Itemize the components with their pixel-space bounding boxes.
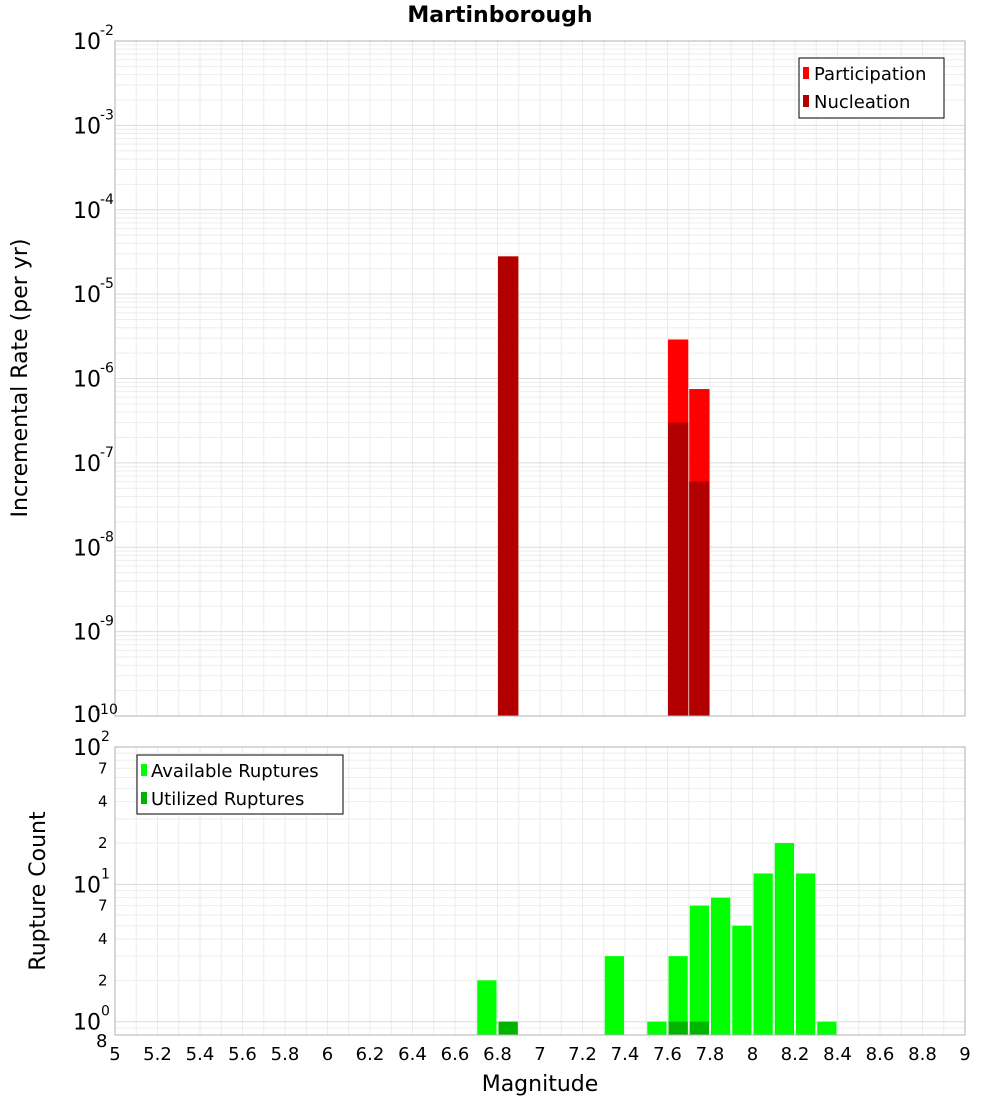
y-minor-tick-label: 7 [98,759,108,777]
x-tick-label: 5.6 [228,1044,257,1065]
y-tick-label: 10 [73,873,101,898]
legend-swatch-participation [803,67,809,79]
legend-swatch-nucleation [803,95,809,107]
x-tick-label: 6.2 [356,1044,385,1065]
bar-available [774,843,794,1035]
top-y-ticks: 10-210-310-410-510-610-710-810 -910-10 [73,23,118,728]
y-tick-label: 10 [73,536,101,561]
legend-swatch-available [141,764,147,776]
bottom-legend: Available Ruptures Utilized Ruptures [136,754,344,815]
x-tick-label: 7.8 [696,1044,725,1065]
bar-available [753,873,773,1035]
y-tick-exponent: -9 [100,614,114,630]
x-tick-label: 5.2 [143,1044,172,1065]
top-legend: Participation Nucleation [798,57,945,119]
legend-swatch-utilized [141,792,147,804]
x-tick-label: 7.6 [653,1044,682,1065]
y-tick-exponent: -7 [100,445,114,461]
x-tick-label: 6.8 [483,1044,512,1065]
bar-available [668,956,688,1035]
x-tick-label: 5 [109,1044,120,1065]
top-bars [498,256,710,716]
x-tick-label: 8.8 [908,1044,937,1065]
x-tick-label: 6 [322,1044,333,1065]
y-tick-label: 10 [73,621,101,646]
legend-label-participation: Participation [814,64,926,85]
bottom-bars [477,843,837,1035]
y-tick-exponent: 1 [101,866,110,882]
y-tick-label: 10 [73,703,101,728]
top-plot-frame [114,40,966,717]
bar-available [817,1021,837,1035]
bottom-plot-frame [114,746,966,1036]
bar-available [732,925,752,1035]
x-tick-label: 6.4 [398,1044,427,1065]
legend-label-nucleation: Nucleation [814,92,910,113]
x-tick-label: 8.4 [823,1044,852,1065]
bar-utilized [498,1021,518,1035]
x-tick-label: 7.4 [611,1044,640,1065]
chart-title: Martinborough [407,3,592,28]
bar-nucleation [689,481,710,716]
legend-label-available: Available Ruptures [151,761,319,782]
y-tick-exponent: -3 [100,107,114,123]
y-tick-exponent: 0 [101,1004,110,1020]
x-tick-label: 7.2 [568,1044,597,1065]
y-tick-label: 10 [73,199,101,224]
y-minor-tick-label: 4 [98,793,108,811]
y-minor-tick-label: 4 [98,930,108,948]
y-tick-label: 10 [73,368,101,393]
x-tick-label: 8 [747,1044,758,1065]
y-minor-tick-label: 2 [98,971,108,989]
y-minor-tick-label: 2 [98,834,108,852]
top-y-axis-label: Incremental Rate (per yr) [8,239,33,518]
y-tick-exponent: -2 [100,23,114,39]
y-tick-exponent: -6 [100,361,114,377]
y-tick-label: 10 [73,1011,101,1036]
y-tick-exponent: -10 [95,702,118,718]
bottom-y-axis-label: Rupture Count [26,811,51,971]
y-tick-label: 10 [73,30,101,55]
bar-nucleation [498,256,519,716]
y-minor-tick-label: 7 [98,897,108,915]
x-axis-label: Magnitude [482,1072,599,1097]
x-tick-label: 6.6 [441,1044,470,1065]
bar-available [477,980,497,1035]
bar-available [647,1021,667,1035]
bar-available [689,905,709,1035]
y-tick-label: 10 [73,736,101,761]
bar-available [604,956,624,1035]
x-ticks: 5 5.2 5.4 5.6 5.8 6 6.2 6.4 6.6 6.8 7 7.2 7.4 7.6 7.8 8… [109,1044,970,1065]
y-tick-label: 10 [73,283,101,308]
y-tick-label: 10 [73,114,101,139]
y-tick-label: 10 [73,452,101,477]
x-tick-label: 5.4 [186,1044,215,1065]
y-tick-exponent: -4 [100,192,114,208]
bar-utilized [689,1021,709,1035]
x-tick-label: 8.2 [781,1044,810,1065]
x-tick-label: 5.8 [271,1044,300,1065]
x-tick-label: 8.6 [866,1044,895,1065]
bar-nucleation [668,422,689,716]
legend-label-utilized: Utilized Ruptures [151,789,304,810]
x-tick-label: 9 [959,1044,970,1065]
y-minor-tick-label: 8 [96,1031,107,1052]
top-grid [114,41,966,717]
y-tick-exponent: 2 [101,729,110,745]
y-tick-exponent: -8 [100,529,114,545]
y-tick-exponent: -5 [100,276,114,292]
bar-utilized [668,1021,688,1035]
bar-available [796,873,816,1035]
bar-available [711,897,731,1035]
x-tick-label: 7 [534,1044,545,1065]
